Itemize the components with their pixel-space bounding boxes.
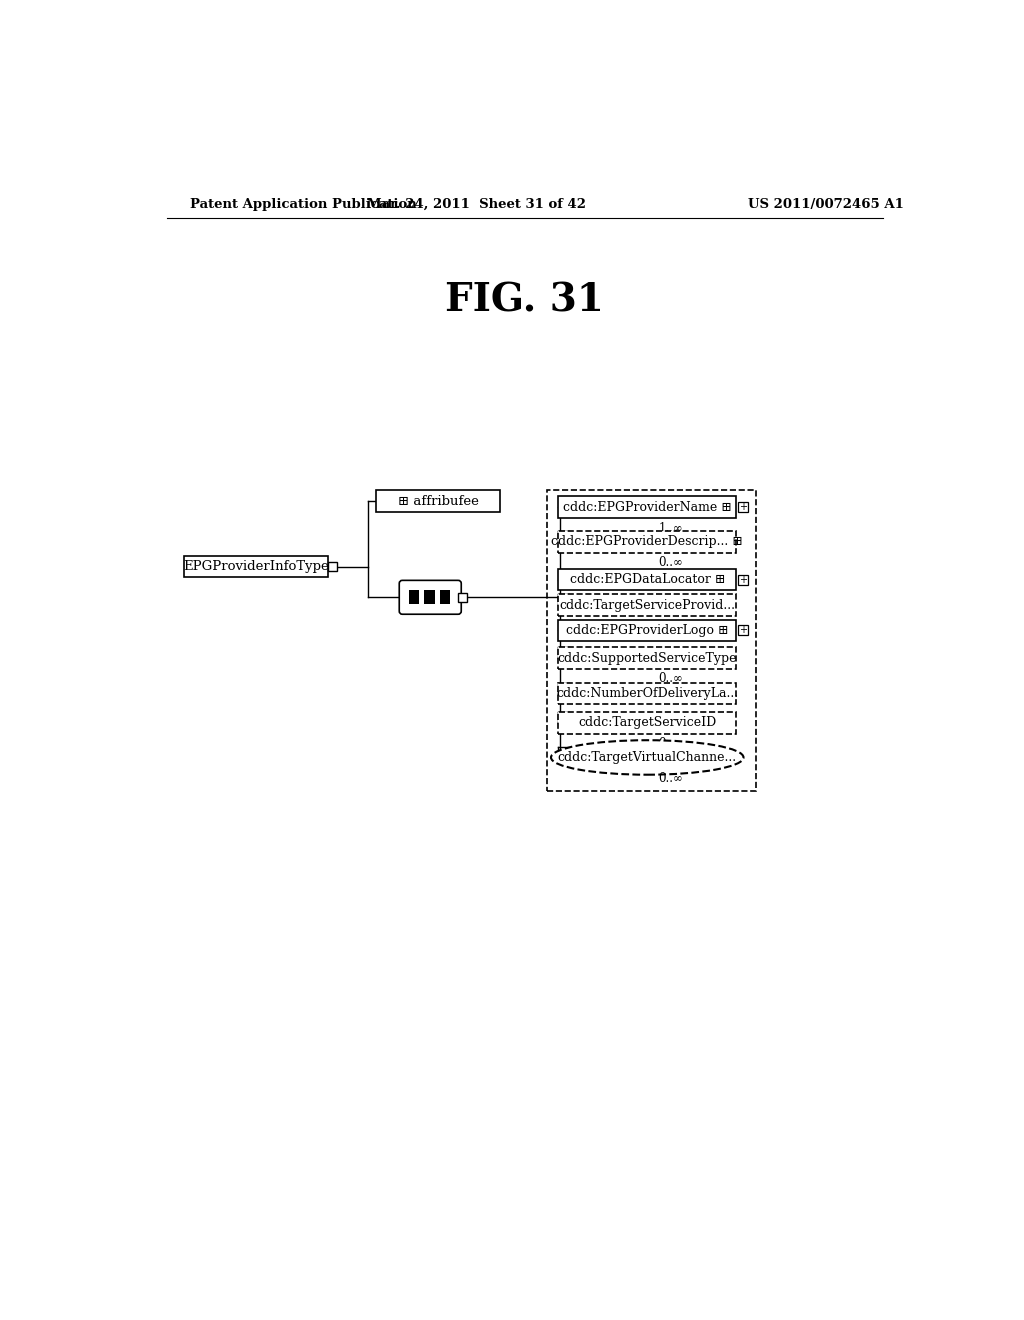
Text: cddc:SupportedServiceType: cddc:SupportedServiceType [557, 652, 737, 665]
Bar [558, 569, 736, 590]
Bar [558, 531, 736, 553]
Text: +: + [738, 626, 746, 635]
Text: cddc:TargetServiceProvid...: cddc:TargetServiceProvid... [559, 598, 735, 611]
Text: +: + [738, 502, 746, 512]
Text: FIG. 31: FIG. 31 [445, 282, 604, 319]
Bar [558, 682, 736, 705]
Text: EPGProviderInfoType: EPGProviderInfoType [183, 560, 329, 573]
Bar [376, 490, 500, 512]
Text: cddc:EPGProviderLogo ⊞: cddc:EPGProviderLogo ⊞ [566, 624, 728, 638]
Text: 0..∞: 0..∞ [658, 737, 683, 750]
Text: 1..∞: 1..∞ [658, 521, 683, 535]
Bar [558, 594, 736, 615]
Bar [409, 590, 420, 605]
Bar [328, 562, 337, 572]
Bar [737, 502, 748, 512]
Text: cddc:EPGProviderDescrip... ⊞: cddc:EPGProviderDescrip... ⊞ [551, 536, 743, 548]
Text: cddc:NumberOfDeliveryLa...: cddc:NumberOfDeliveryLa... [556, 686, 738, 700]
Text: ⊞ affribufee: ⊞ affribufee [397, 495, 478, 508]
Bar [558, 647, 736, 669]
Text: Patent Application Publication: Patent Application Publication [190, 198, 417, 211]
Bar [737, 574, 748, 585]
Text: cddc:EPGDataLocator ⊞: cddc:EPGDataLocator ⊞ [569, 573, 725, 586]
Text: cddc:TargetServiceID: cddc:TargetServiceID [579, 717, 717, 730]
Ellipse shape [551, 741, 743, 775]
Text: 0..∞: 0..∞ [658, 556, 683, 569]
Bar [424, 590, 435, 605]
Text: US 2011/0072465 A1: US 2011/0072465 A1 [748, 198, 903, 211]
Bar [458, 593, 467, 602]
Bar [547, 490, 756, 792]
Bar [737, 626, 748, 635]
Text: cddc:TargetVirtualChanne...: cddc:TargetVirtualChanne... [558, 751, 737, 764]
Bar [558, 496, 736, 517]
FancyBboxPatch shape [399, 581, 461, 614]
Bar [439, 590, 451, 605]
Bar [558, 711, 736, 734]
Text: 0..∞: 0..∞ [658, 672, 683, 685]
Text: Mar. 24, 2011  Sheet 31 of 42: Mar. 24, 2011 Sheet 31 of 42 [368, 198, 587, 211]
Text: +: + [738, 574, 746, 585]
Text: 0..∞: 0..∞ [658, 772, 683, 785]
Bar [184, 556, 328, 577]
Text: cddc:EPGProviderName ⊞: cddc:EPGProviderName ⊞ [563, 500, 731, 513]
Bar [558, 619, 736, 642]
